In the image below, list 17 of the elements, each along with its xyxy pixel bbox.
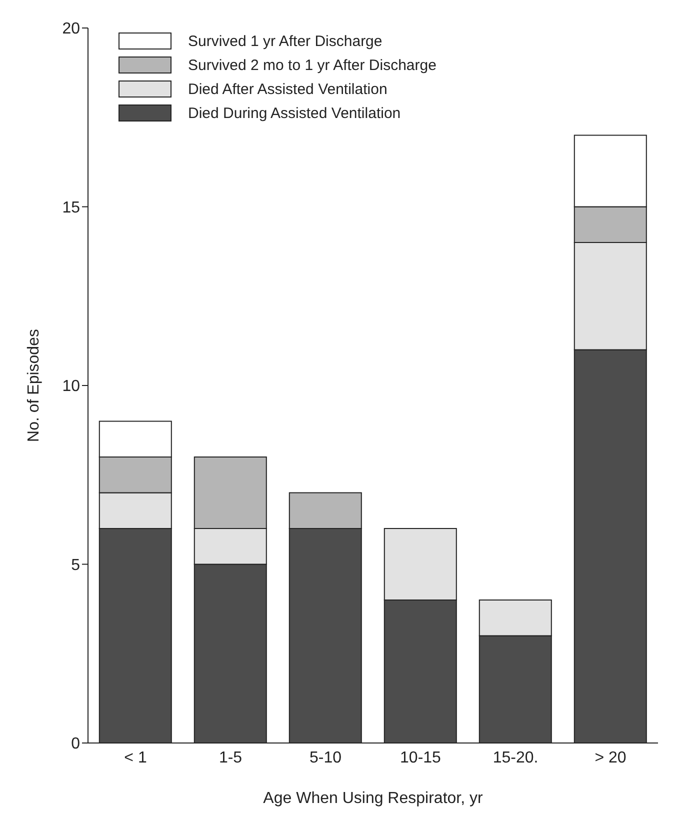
x-tick-label: 15-20. xyxy=(492,749,538,766)
y-tick-label: 10 xyxy=(62,378,80,396)
y-tick-label: 0 xyxy=(71,736,80,753)
y-tick-label: 15 xyxy=(62,199,80,216)
x-tick-label: 1-5 xyxy=(218,749,242,766)
x-tick-label: 10-15 xyxy=(400,749,442,766)
legend-label: Died After Assisted Ventilation xyxy=(188,80,388,98)
legend-label: Survived 1 yr After Discharge xyxy=(188,32,382,50)
x-axis-title: Age When Using Respirator, yr xyxy=(263,790,484,807)
legend-label: Died During Assisted Ventilation xyxy=(188,104,401,122)
y-tick-label: 20 xyxy=(62,20,80,38)
legend-label: Survived 2 mo to 1 yr After Discharge xyxy=(188,56,436,74)
x-tick-label: < 1 xyxy=(124,749,147,766)
x-tick-label: 5-10 xyxy=(309,749,342,766)
y-tick-label: 5 xyxy=(71,556,80,574)
y-axis-title: No. of Episodes xyxy=(26,329,43,442)
x-tick-label: > 20 xyxy=(594,749,626,766)
